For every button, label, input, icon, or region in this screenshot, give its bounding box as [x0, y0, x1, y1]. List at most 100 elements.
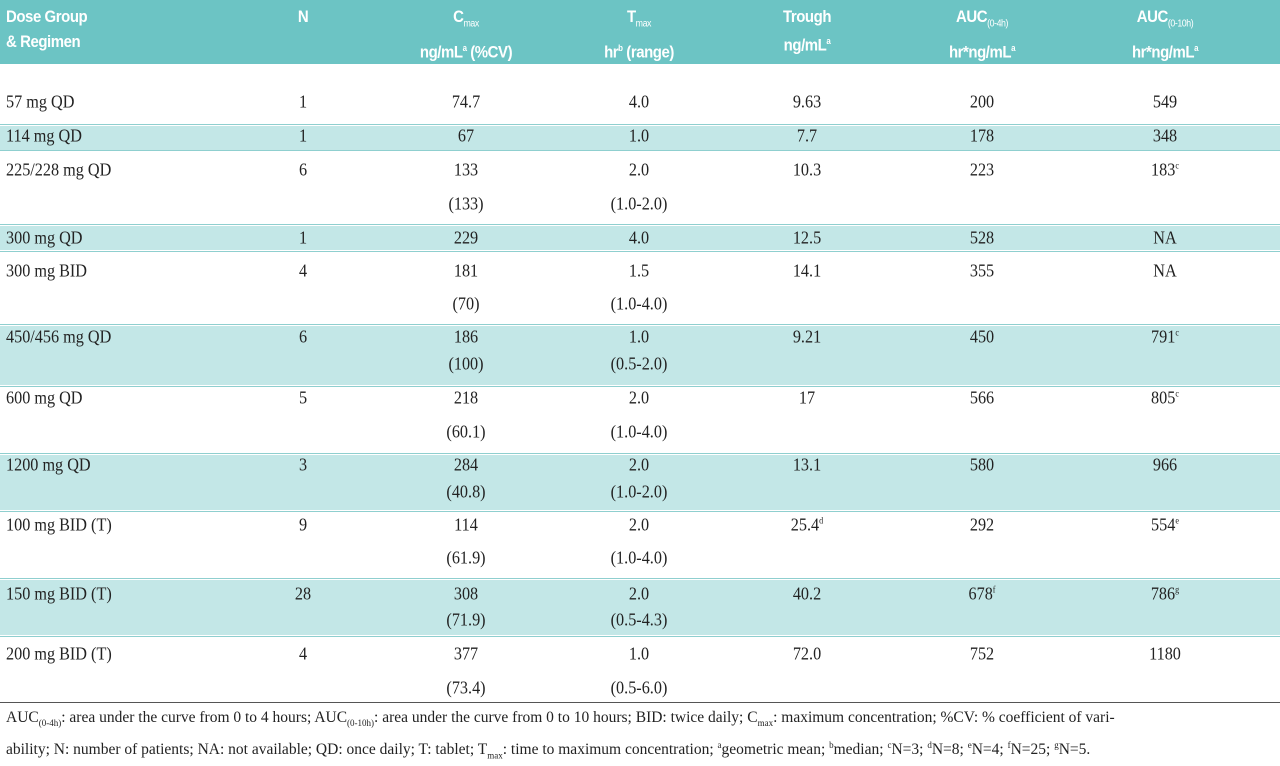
- table-row: 1200 mg QD 3 284 (40.8) 2.0 (1.0-2.0) 13.1 580 9…: [0, 455, 1280, 510]
- value: 9.21: [792, 326, 822, 347]
- value: 549: [1152, 91, 1178, 112]
- header-line: hrb (range): [604, 36, 674, 65]
- supscript: e: [967, 740, 972, 751]
- header-line: & Regimen: [6, 29, 87, 54]
- header-cell: N: [298, 4, 309, 29]
- auc4-cell: 292: [970, 515, 994, 536]
- value: 114: [454, 514, 478, 535]
- header-cell: Tmax hrb (range): [604, 4, 674, 65]
- auc10-cell: 348: [1153, 126, 1177, 147]
- value: NA: [1153, 260, 1177, 281]
- value: 74.7: [451, 91, 481, 112]
- tmax-cell: 1.0: [629, 126, 649, 147]
- value: 25.4: [790, 514, 820, 535]
- text-run: T: [626, 7, 636, 26]
- n-cell: 5: [298, 387, 308, 408]
- value: 178: [969, 125, 995, 146]
- tmax-detail: (1.0-2.0): [610, 193, 668, 214]
- cmax-detail: (73.4): [446, 677, 486, 698]
- value: 355: [969, 260, 995, 281]
- value: 223: [969, 159, 995, 180]
- value: 1.0: [628, 643, 650, 664]
- value: 14.1: [792, 260, 822, 281]
- cmax-detail: (133): [448, 193, 484, 214]
- cmax-cell: 218: [454, 388, 478, 409]
- text-run: ability; N: number of patients; NA: not …: [6, 741, 488, 759]
- auc10-cell: NA: [1153, 228, 1176, 249]
- value: 229: [453, 227, 479, 248]
- text-run: : time to maximum concentration;: [502, 741, 718, 759]
- trough-cell: 9.21: [793, 327, 821, 348]
- header-line: N: [298, 4, 309, 29]
- trough-cell: 25.4d: [791, 515, 823, 536]
- dose-cell: 114 mg QD: [6, 125, 82, 146]
- tmax-cell: 4.0: [629, 92, 649, 113]
- tmax-cell: 2.0: [629, 455, 649, 476]
- value: 2.0: [628, 387, 650, 408]
- value: 186: [453, 326, 479, 347]
- header-line: ng/mLa: [783, 29, 831, 58]
- text-run: hr*ng/mL: [1131, 43, 1195, 63]
- header-cell: Trough ng/mLa: [783, 4, 831, 58]
- table-row: 300 mg BID 4 181 (70) 1.5 (1.0-4.0) 14.1 355 NA: [0, 253, 1280, 322]
- trough-cell: 9.63: [793, 92, 821, 113]
- text-run: hr: [604, 43, 619, 63]
- text-run: ng/mL: [419, 43, 463, 63]
- tmax-detail: (0.5-4.3): [610, 609, 668, 630]
- header-line: ng/mLa (%CV): [419, 36, 513, 65]
- text-run: AUC: [956, 7, 988, 26]
- supscript: a: [462, 43, 467, 54]
- table-row: 114 mg QD 1 67 1.0 7.7 178 348: [0, 126, 1280, 150]
- row-separator: [0, 386, 1280, 387]
- auc10-cell: 966: [1153, 455, 1177, 476]
- footer-rule: [0, 702, 1280, 703]
- value: 67: [457, 125, 475, 146]
- footnote-mark: f: [992, 584, 996, 595]
- value: NA: [1153, 227, 1177, 248]
- n-cell: 1: [298, 91, 308, 112]
- text-run: N=5.: [1058, 741, 1091, 759]
- auc10-cell: 786g: [1151, 584, 1179, 605]
- value: 805: [1151, 387, 1176, 408]
- value: 1180: [1149, 643, 1181, 664]
- n-cell: 1: [298, 227, 308, 248]
- dose-cell: 300 mg BID: [6, 260, 87, 281]
- header-line: Trough: [783, 4, 831, 29]
- dose-cell: 225/228 mg QD: [6, 159, 112, 180]
- dose-cell: 150 mg BID (T): [6, 583, 112, 604]
- value: 40.2: [792, 583, 822, 604]
- table-row: 100 mg BID (T) 9 114 (61.9) 2.0 (1.0-4.0) 25.4…: [0, 513, 1280, 575]
- value: 377: [453, 643, 479, 664]
- table-row: 200 mg BID (T) 4 377 (73.4) 1.0 (0.5-6.0) 72.0…: [0, 638, 1280, 700]
- subscript: max: [487, 750, 503, 761]
- text-run: geometric mean;: [721, 741, 830, 759]
- tmax-cell: 1.5: [629, 261, 649, 282]
- value: 1.5: [628, 260, 650, 281]
- text-run: hr*ng/mL: [948, 43, 1012, 63]
- value: 4.0: [628, 91, 650, 112]
- trough-cell: 17: [799, 388, 815, 409]
- text-run: : area under the curve from 0 to 10 hour…: [374, 709, 758, 726]
- row-separator: [0, 511, 1280, 512]
- value: 966: [1152, 454, 1178, 475]
- footnote-mark: c: [1175, 160, 1179, 171]
- trough-cell: 13.1: [793, 455, 821, 476]
- cmax-detail: (71.9): [446, 609, 486, 630]
- text-run: (%CV): [466, 43, 513, 63]
- text-run: N=4;: [971, 741, 1008, 759]
- value: 12.5: [792, 227, 822, 248]
- n-cell: 1: [298, 125, 308, 146]
- tmax-cell: 2.0: [629, 160, 649, 181]
- cmax-cell: 377: [454, 644, 478, 665]
- subscript: (0-4h): [38, 718, 62, 729]
- tmax-detail: (1.0-4.0): [610, 421, 668, 442]
- text-run: AUC: [1136, 7, 1169, 26]
- supscript: b: [829, 740, 834, 751]
- value: 133: [453, 159, 479, 180]
- subscript: max: [635, 18, 652, 30]
- value: 9.63: [792, 91, 822, 112]
- auc10-cell: 1180: [1149, 644, 1181, 665]
- row-separator: [0, 124, 1280, 125]
- cmax-detail: (100): [448, 353, 484, 374]
